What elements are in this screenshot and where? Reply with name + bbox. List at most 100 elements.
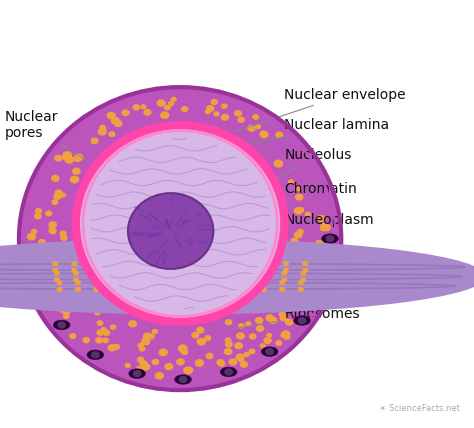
Text: Nucleoplasm: Nucleoplasm	[230, 213, 374, 227]
Ellipse shape	[31, 282, 47, 291]
Circle shape	[41, 271, 46, 275]
Circle shape	[49, 229, 56, 234]
Circle shape	[249, 349, 255, 354]
Circle shape	[130, 262, 135, 265]
Circle shape	[221, 104, 227, 108]
Circle shape	[266, 315, 273, 321]
Circle shape	[74, 281, 82, 287]
Circle shape	[35, 214, 41, 219]
Circle shape	[184, 367, 192, 374]
Circle shape	[143, 364, 150, 369]
Circle shape	[149, 271, 154, 275]
Circle shape	[171, 98, 176, 101]
Circle shape	[240, 362, 247, 367]
Circle shape	[282, 331, 290, 337]
Circle shape	[245, 268, 250, 272]
Circle shape	[115, 121, 122, 126]
Circle shape	[108, 345, 116, 351]
Circle shape	[101, 328, 106, 332]
Circle shape	[208, 107, 214, 111]
Circle shape	[83, 338, 90, 343]
Circle shape	[211, 100, 218, 104]
Circle shape	[137, 357, 144, 362]
Circle shape	[76, 281, 81, 285]
Circle shape	[296, 194, 303, 200]
Circle shape	[280, 281, 284, 285]
Ellipse shape	[315, 277, 331, 286]
Circle shape	[72, 268, 77, 272]
Circle shape	[287, 287, 294, 291]
Circle shape	[244, 278, 249, 282]
Circle shape	[103, 330, 110, 336]
Circle shape	[111, 118, 119, 124]
Circle shape	[131, 281, 136, 285]
Circle shape	[221, 115, 228, 120]
Circle shape	[260, 131, 268, 138]
Circle shape	[67, 304, 74, 311]
Circle shape	[249, 334, 256, 339]
Circle shape	[152, 330, 157, 333]
Circle shape	[224, 348, 232, 354]
Circle shape	[144, 333, 151, 339]
Circle shape	[159, 349, 167, 356]
Ellipse shape	[220, 367, 237, 377]
Circle shape	[161, 112, 169, 119]
Circle shape	[113, 281, 118, 285]
Circle shape	[206, 278, 211, 282]
Circle shape	[260, 344, 265, 348]
Circle shape	[299, 247, 304, 252]
Circle shape	[294, 208, 302, 214]
Circle shape	[303, 262, 308, 265]
Circle shape	[226, 342, 232, 347]
Circle shape	[253, 115, 258, 119]
Circle shape	[165, 363, 173, 370]
Circle shape	[274, 160, 283, 167]
Circle shape	[296, 186, 301, 190]
Circle shape	[168, 268, 173, 272]
Circle shape	[291, 258, 297, 262]
Circle shape	[168, 271, 173, 275]
Circle shape	[133, 371, 141, 377]
Circle shape	[131, 288, 136, 291]
Ellipse shape	[294, 316, 310, 325]
Circle shape	[64, 314, 69, 318]
Circle shape	[113, 119, 120, 125]
Circle shape	[321, 223, 328, 229]
Circle shape	[292, 262, 298, 266]
Circle shape	[50, 265, 58, 272]
Circle shape	[303, 254, 309, 259]
Circle shape	[195, 360, 203, 366]
Circle shape	[65, 285, 71, 289]
Circle shape	[283, 262, 288, 265]
Circle shape	[235, 111, 241, 116]
Circle shape	[129, 321, 137, 327]
Text: Endoplasmic
reticulum: Endoplasmic reticulum	[240, 250, 373, 294]
Circle shape	[94, 288, 99, 291]
Circle shape	[70, 334, 76, 339]
Circle shape	[256, 326, 264, 331]
Circle shape	[149, 268, 154, 272]
Circle shape	[283, 268, 288, 272]
Circle shape	[187, 268, 192, 272]
Circle shape	[292, 286, 299, 291]
Circle shape	[103, 338, 109, 343]
Circle shape	[207, 268, 211, 272]
Circle shape	[205, 336, 210, 341]
Circle shape	[261, 281, 266, 285]
Circle shape	[279, 312, 285, 316]
Circle shape	[275, 160, 280, 164]
Circle shape	[96, 337, 102, 343]
Circle shape	[305, 212, 310, 216]
Circle shape	[144, 337, 149, 341]
Circle shape	[182, 107, 188, 111]
Text: ☀ ScienceFacts.net: ☀ ScienceFacts.net	[379, 404, 460, 413]
Circle shape	[36, 284, 43, 290]
Circle shape	[319, 279, 327, 285]
Circle shape	[179, 377, 187, 383]
Circle shape	[91, 352, 99, 358]
Circle shape	[292, 289, 298, 293]
Circle shape	[206, 288, 210, 291]
Circle shape	[178, 345, 187, 352]
Circle shape	[45, 277, 51, 282]
Circle shape	[255, 318, 263, 323]
